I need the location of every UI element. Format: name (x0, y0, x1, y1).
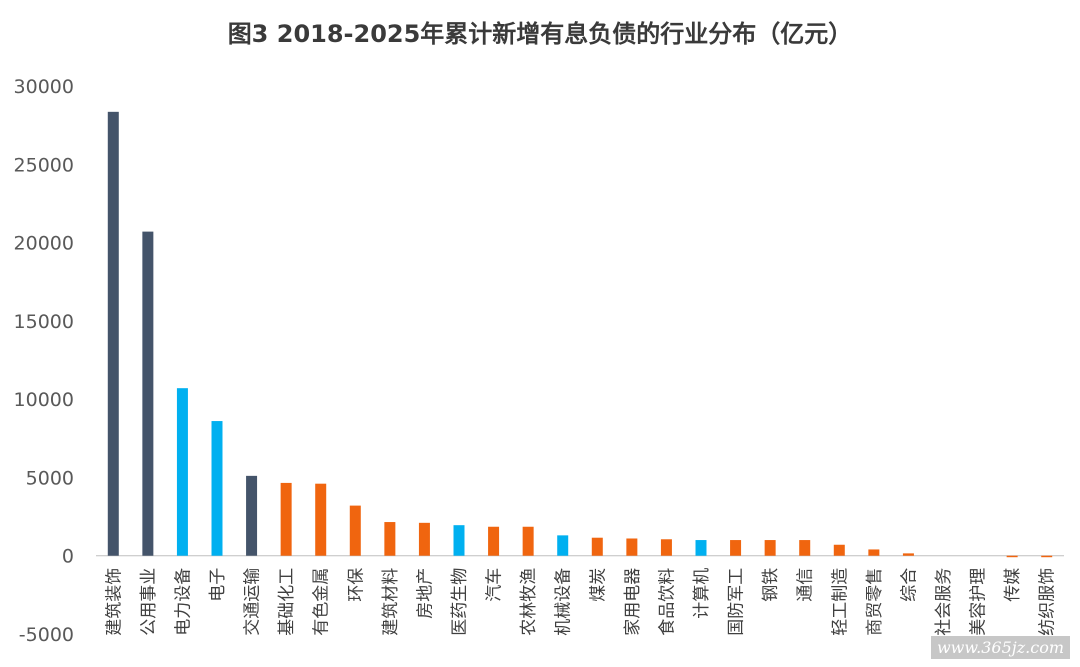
x-tick-label: 汽车 (485, 568, 505, 602)
x-tick-label: 电力设备 (173, 568, 193, 636)
bar (799, 540, 811, 556)
x-tick-label: 建筑材料 (381, 568, 401, 636)
bar (488, 526, 500, 556)
x-axis-ticks: 建筑装饰 公用事业 电力设备 电子 交通运输 基础化工 有色金属 环保 建筑材料 房地产 医药生物汽… (104, 568, 1057, 636)
x-tick-label: 电子 (208, 568, 228, 602)
x-tick-label: 社会服务 (934, 568, 954, 636)
x-tick-label: 医药生物 (450, 568, 470, 636)
y-tick-label: -5000 (19, 624, 74, 646)
bar (280, 482, 292, 556)
x-tick-label: 钢铁 (761, 568, 781, 602)
bar (211, 421, 223, 556)
bar (384, 522, 396, 556)
bar (902, 553, 914, 556)
chart-title: 图3 2018-2025年累计新增有息负债的行业分布（亿元） (227, 20, 853, 48)
x-tick-label: 房地产 (415, 568, 435, 619)
x-tick-label: 环保 (346, 568, 366, 602)
x-tick-label: 商贸零售 (865, 568, 885, 636)
y-tick-label: 5000 (26, 467, 74, 489)
bar (764, 540, 776, 556)
x-tick-label: 美容护理 (969, 568, 989, 636)
x-tick-label: 建筑装饰 (104, 568, 124, 636)
x-tick-label: 公用事业 (139, 568, 159, 636)
x-tick-label: 煤炭 (588, 568, 608, 602)
bar (246, 475, 258, 556)
x-tick-label: 综合 (899, 568, 919, 602)
y-tick-label: 20000 (14, 233, 74, 255)
y-tick-label: 25000 (14, 154, 74, 176)
x-tick-label: 食品饮料 (657, 568, 677, 636)
bars (107, 111, 1053, 558)
y-tick-label: 10000 (14, 389, 74, 411)
y-tick-label: 15000 (14, 311, 74, 333)
bar (833, 544, 845, 556)
bar (522, 526, 534, 556)
bar (315, 483, 327, 556)
y-tick-label: 0 (62, 546, 74, 568)
bar (730, 540, 742, 556)
bar (695, 540, 707, 556)
x-tick-label: 通信 (796, 568, 816, 602)
x-tick-label: 农林牧渔 (519, 568, 539, 636)
bar (418, 522, 430, 556)
bar (626, 538, 638, 556)
bar (591, 537, 603, 556)
x-tick-label: 计算机 (692, 568, 712, 619)
x-tick-label: 纺织服饰 (1038, 568, 1058, 636)
x-tick-label: 轻工制造 (830, 568, 850, 636)
x-tick-label: 交通运输 (243, 568, 263, 636)
y-tick-label: 30000 (14, 76, 74, 98)
bar (453, 525, 465, 556)
bar (107, 111, 119, 556)
watermark: www.365jz.com (930, 636, 1070, 659)
bar (868, 549, 880, 556)
x-tick-label: 机械设备 (554, 568, 574, 636)
x-tick-label: 传媒 (1003, 568, 1023, 602)
x-tick-label: 有色金属 (312, 568, 332, 636)
bar (1041, 555, 1053, 558)
bar (142, 231, 154, 556)
y-axis-ticks: 30000 25000 20000 15000 10000 5000 0 -5000 (14, 76, 74, 646)
x-tick-label: 家用电器 (623, 568, 643, 636)
bar (176, 388, 188, 556)
x-tick-label: 基础化工 (277, 568, 297, 636)
bar (557, 535, 569, 556)
bar (660, 539, 672, 556)
bar (1006, 555, 1018, 558)
x-tick-label: 国防军工 (727, 568, 747, 636)
bar (349, 505, 361, 556)
